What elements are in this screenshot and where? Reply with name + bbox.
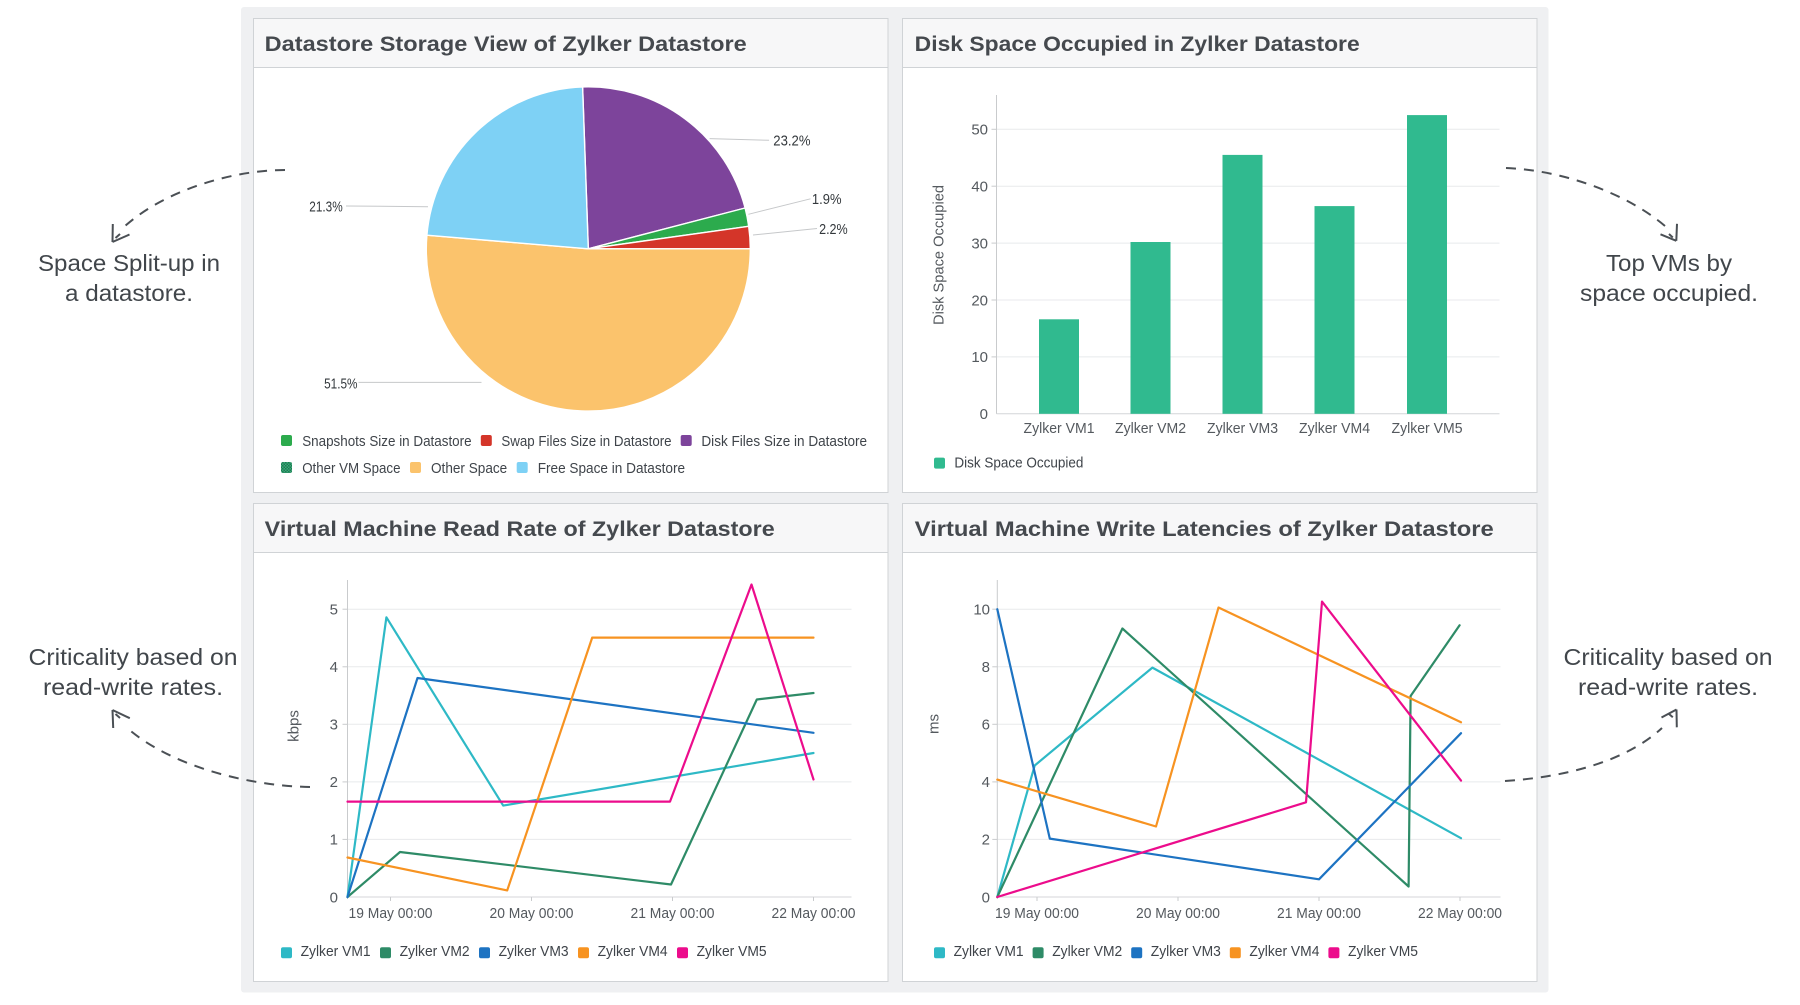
svg-text:Zylker VM1: Zylker VM1 [954,943,1024,960]
svg-text:40: 40 [971,179,988,196]
svg-text:4: 4 [330,659,338,676]
svg-text:Virtual Machine Write Latencie: Virtual Machine Write Latencies of Zylke… [915,518,1494,541]
svg-text:Criticality based on: Criticality based on [29,644,238,670]
svg-text:Zylker VM2: Zylker VM2 [1115,420,1186,437]
svg-text:23.2%: 23.2% [773,134,810,150]
svg-text:2.2%: 2.2% [819,222,848,238]
svg-text:0: 0 [982,889,990,906]
svg-text:30: 30 [971,235,988,252]
svg-text:21 May 00:00: 21 May 00:00 [631,905,715,922]
svg-text:Disk Files Size in Datastore: Disk Files Size in Datastore [701,433,867,450]
svg-text:1.9%: 1.9% [812,192,842,208]
svg-text:a datastore.: a datastore. [65,280,193,306]
svg-text:Zylker VM3: Zylker VM3 [1151,943,1221,960]
svg-text:10: 10 [971,349,988,366]
svg-text:Criticality based on: Criticality based on [1564,644,1773,670]
svg-text:22 May 00:00: 22 May 00:00 [772,905,856,922]
svg-text:5: 5 [330,602,338,619]
svg-text:Zylker VM1: Zylker VM1 [301,943,371,960]
svg-text:Zylker VM2: Zylker VM2 [400,943,470,960]
svg-text:ms: ms [926,714,943,734]
svg-text:read-write rates.: read-write rates. [43,674,223,700]
svg-text:1: 1 [330,832,338,849]
svg-text:Datastore Storage View of Zylk: Datastore Storage View of Zylker Datasto… [265,33,747,56]
svg-text:6: 6 [982,717,990,734]
svg-text:8: 8 [982,659,990,676]
svg-text:0: 0 [330,889,338,906]
svg-text:0: 0 [980,406,988,423]
svg-text:Disk Space Occupied in Zylker: Disk Space Occupied in Zylker Datastore [915,33,1360,56]
svg-text:Zylker VM5: Zylker VM5 [697,943,767,960]
svg-text:Zylker VM3: Zylker VM3 [1207,420,1278,437]
svg-text:Swap Files Size in Datastore: Swap Files Size in Datastore [501,433,671,450]
svg-text:2: 2 [982,832,990,849]
svg-text:Zylker VM3: Zylker VM3 [499,943,569,960]
svg-text:Zylker VM5: Zylker VM5 [1392,420,1463,437]
svg-text:Virtual Machine Read Rate of Z: Virtual Machine Read Rate of Zylker Data… [265,518,775,541]
svg-text:10: 10 [973,602,990,619]
svg-text:21 May 00:00: 21 May 00:00 [1277,905,1361,922]
svg-text:Disk Space Occupied: Disk Space Occupied [954,455,1083,472]
svg-text:22 May 00:00: 22 May 00:00 [1418,905,1502,922]
svg-text:19 May 00:00: 19 May 00:00 [995,905,1079,922]
svg-text:Other VM Space: Other VM Space [302,460,400,477]
svg-text:Zylker VM4: Zylker VM4 [598,943,668,960]
svg-text:kbps: kbps [286,710,303,742]
svg-text:read-write rates.: read-write rates. [1578,674,1758,700]
svg-text:Zylker VM1: Zylker VM1 [1024,420,1095,437]
svg-text:2: 2 [330,774,338,791]
svg-text:Disk Space Occupied: Disk Space Occupied [931,185,948,325]
svg-text:Snapshots Size in Datastore: Snapshots Size in Datastore [302,433,471,450]
svg-text:19 May 00:00: 19 May 00:00 [349,905,433,922]
svg-text:3: 3 [330,717,338,734]
svg-text:Zylker VM5: Zylker VM5 [1348,943,1418,960]
svg-text:20 May 00:00: 20 May 00:00 [490,905,574,922]
svg-text:Zylker VM4: Zylker VM4 [1299,420,1370,437]
svg-text:20: 20 [971,292,988,309]
svg-text:51.5%: 51.5% [324,376,357,392]
svg-text:Other Space: Other Space [431,460,507,477]
svg-text:50: 50 [971,122,988,139]
svg-text:4: 4 [982,774,990,791]
svg-text:20 May 00:00: 20 May 00:00 [1136,905,1220,922]
svg-text:space occupied.: space occupied. [1580,280,1758,306]
svg-text:Zylker VM2: Zylker VM2 [1052,943,1122,960]
svg-text:Space Split-up in: Space Split-up in [38,250,220,276]
svg-text:Free Space in Datastore: Free Space in Datastore [538,460,685,477]
svg-text:Zylker VM4: Zylker VM4 [1249,943,1319,960]
svg-text:21.3%: 21.3% [309,200,342,216]
svg-text:Top VMs by: Top VMs by [1606,250,1733,276]
